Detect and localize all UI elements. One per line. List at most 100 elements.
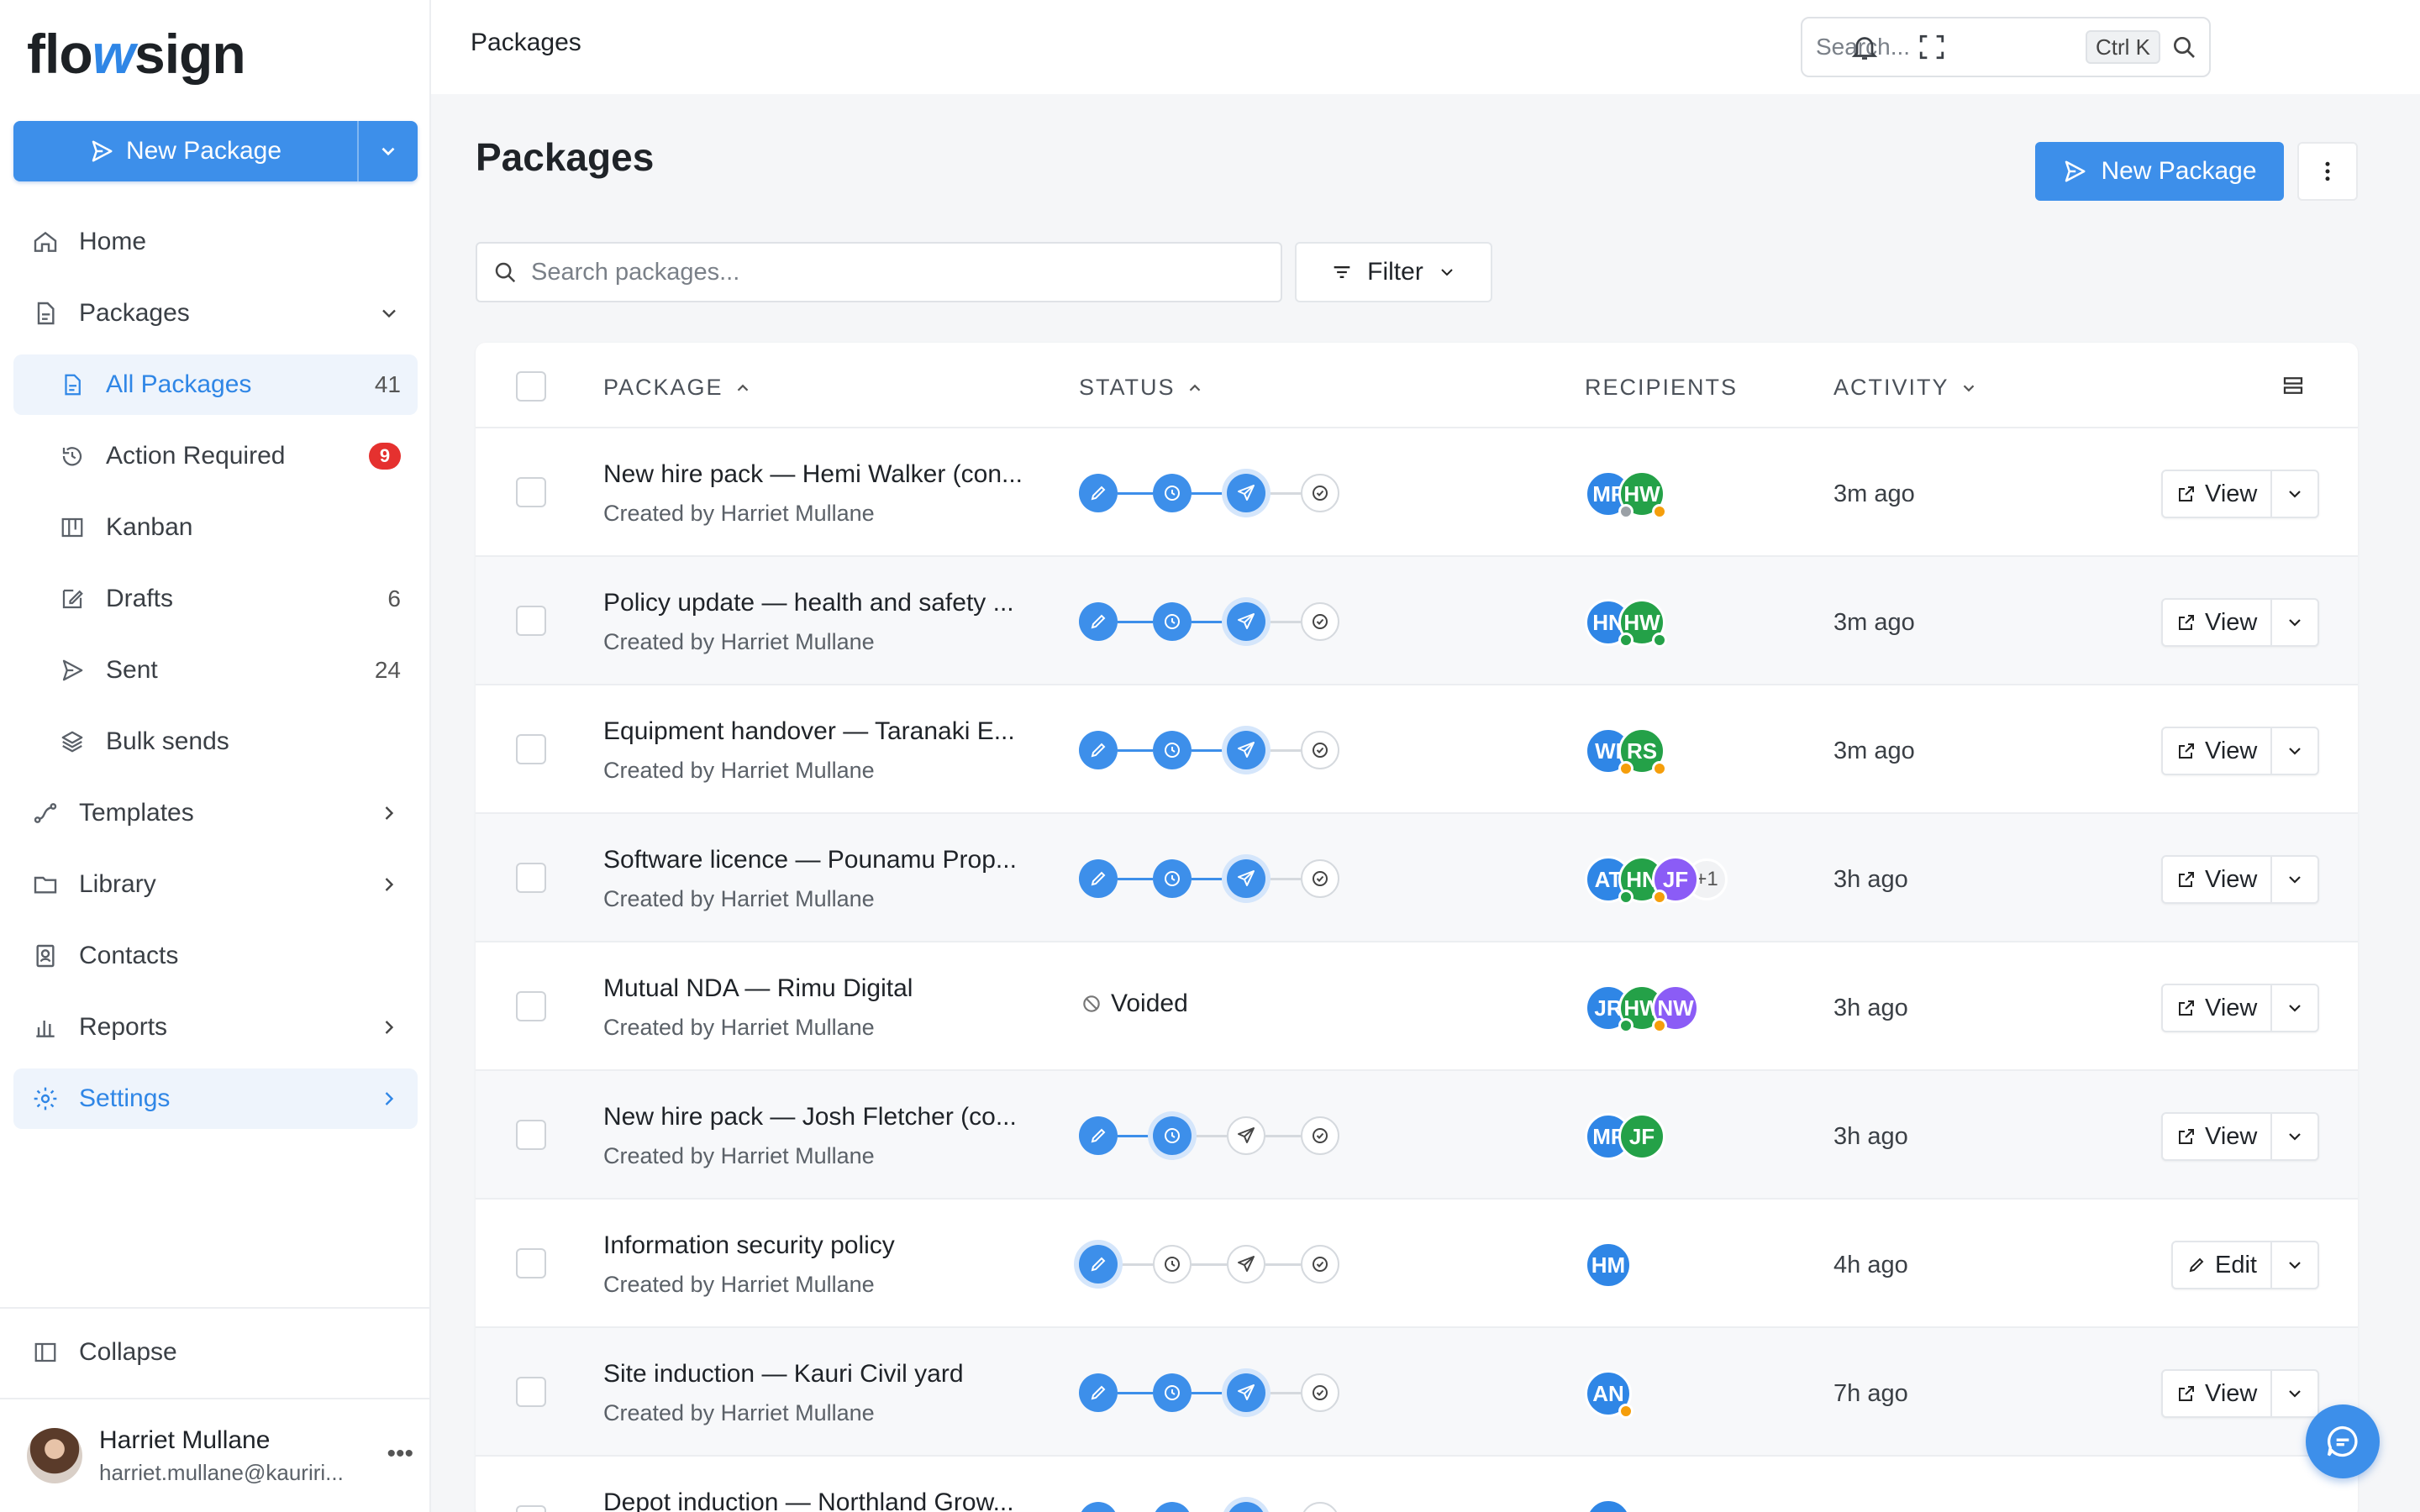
- chevron-right-icon: [377, 997, 401, 1058]
- table-row[interactable]: Policy update — health and safety ... Cre…: [476, 557, 2358, 685]
- fullscreen-icon[interactable]: [1913, 29, 1950, 66]
- sent-step-icon: [1227, 1245, 1265, 1284]
- row-checkbox[interactable]: [516, 734, 546, 764]
- sidebar-item-packages[interactable]: Packages: [13, 283, 418, 344]
- table-row[interactable]: Mutual NDA — Rimu Digital Created by Harr…: [476, 942, 2358, 1071]
- chevron-down-icon: [2289, 491, 2302, 498]
- external-link-icon: [2179, 1386, 2194, 1401]
- bar-chart-icon: [30, 1012, 60, 1042]
- sidebar-item-settings[interactable]: Settings: [13, 1068, 418, 1129]
- table-row[interactable]: New hire pack — Hemi Walker (con... Creat…: [476, 428, 2358, 557]
- package-created-by: Created by Harriet Mullane: [603, 1272, 875, 1297]
- chevron-down-icon: [2289, 1390, 2302, 1398]
- sidebar-item-bulk-sends[interactable]: Bulk sends: [13, 711, 418, 772]
- column-header-status[interactable]: STATUS: [1079, 375, 1204, 401]
- table-row[interactable]: Equipment handover — Taranaki E... Create…: [476, 685, 2358, 814]
- view-button[interactable]: View: [2163, 1114, 2270, 1159]
- package-title[interactable]: Information security policy: [603, 1231, 895, 1259]
- recipient-status-dot: [1652, 761, 1667, 776]
- package-title[interactable]: Policy update — health and safety ...: [603, 589, 1014, 617]
- more-options-button[interactable]: [2297, 142, 2358, 201]
- view-button[interactable]: View: [2163, 985, 2270, 1031]
- row-checkbox[interactable]: [516, 1248, 546, 1278]
- user-profile[interactable]: Harriet Mullane harriet.mullane@kauriri.…: [27, 1418, 413, 1494]
- filter-button[interactable]: Filter: [1295, 242, 1492, 302]
- package-title[interactable]: Depot induction — Northland Grow...: [603, 1488, 1014, 1512]
- row-action-split-button: Edit: [2171, 1241, 2319, 1289]
- row-checkbox[interactable]: [516, 1377, 546, 1407]
- row-actions-dropdown[interactable]: [2270, 600, 2317, 645]
- bell-icon[interactable]: [1846, 29, 1883, 66]
- table-row[interactable]: Information security policy Created by Ha…: [476, 1200, 2358, 1328]
- activity-time: 3h ago: [1833, 866, 1908, 893]
- row-checkbox[interactable]: [516, 863, 546, 893]
- table-row[interactable]: Depot induction — Northland Grow...: [476, 1457, 2358, 1512]
- brand-logo[interactable]: flo w sign: [27, 23, 246, 85]
- row-actions-dropdown[interactable]: [2270, 985, 2317, 1031]
- select-all-checkbox[interactable]: [516, 371, 546, 402]
- row-checkbox[interactable]: [516, 477, 546, 507]
- package-title[interactable]: Equipment handover — Taranaki E...: [603, 717, 1015, 745]
- row-checkbox[interactable]: [516, 1120, 546, 1150]
- recipient-status-dot: [1618, 633, 1634, 648]
- completed-step-icon: [1301, 1502, 1339, 1512]
- sidebar-item-reports[interactable]: Reports: [13, 997, 418, 1058]
- package-title[interactable]: New hire pack — Hemi Walker (con...: [603, 460, 1023, 488]
- view-button[interactable]: View: [2163, 471, 2270, 517]
- package-title[interactable]: Site induction — Kauri Civil yard: [603, 1360, 964, 1388]
- row-actions-dropdown[interactable]: [2270, 1114, 2317, 1159]
- more-horizontal-icon[interactable]: •••: [387, 1440, 413, 1467]
- recipient-avatar[interactable]: HM: [1585, 1242, 1632, 1289]
- view-button[interactable]: View: [2163, 857, 2270, 902]
- row-checkbox[interactable]: [516, 606, 546, 636]
- chevron-down-icon: [2289, 748, 2302, 755]
- table-row[interactable]: Site induction — Kauri Civil yard Created…: [476, 1328, 2358, 1457]
- global-search-input[interactable]: Search... Ctrl K: [1801, 17, 2211, 77]
- row-actions-dropdown[interactable]: [2270, 471, 2317, 517]
- completed-step-icon: [1301, 474, 1339, 512]
- filter-label: Filter: [1367, 258, 1423, 286]
- sidebar-item-action-required[interactable]: Action Required 9: [13, 426, 418, 486]
- collapse-sidebar-button[interactable]: Collapse: [13, 1322, 418, 1383]
- sidebar-item-drafts[interactable]: Drafts 6: [13, 569, 418, 629]
- recipient-status-dot: [1618, 761, 1634, 776]
- view-button[interactable]: View: [2163, 1371, 2270, 1416]
- package-title[interactable]: Software licence — Pounamu Prop...: [603, 846, 1017, 874]
- column-header-activity[interactable]: ACTIVITY: [1833, 375, 1978, 401]
- sidebar-item-contacts[interactable]: Contacts: [13, 926, 418, 986]
- sidebar-item-sent[interactable]: Sent 24: [13, 640, 418, 701]
- recipient-avatar[interactable]: [1585, 1499, 1632, 1512]
- sidebar-item-home[interactable]: Home: [13, 212, 418, 272]
- row-checkbox[interactable]: [516, 991, 546, 1021]
- column-header-package[interactable]: PACKAGE: [603, 375, 752, 401]
- status-voided: Voided: [1081, 990, 1188, 1018]
- sidebar-item-kanban[interactable]: Kanban: [13, 497, 418, 558]
- status-stepper: [1079, 1115, 1348, 1157]
- row-actions-dropdown[interactable]: [2270, 1371, 2317, 1416]
- sidebar-item-templates[interactable]: Templates: [13, 783, 418, 843]
- table-row[interactable]: New hire pack — Josh Fletcher (co... Crea…: [476, 1071, 2358, 1200]
- row-actions-dropdown[interactable]: [2270, 728, 2317, 774]
- table-row[interactable]: Software licence — Pounamu Prop... Create…: [476, 814, 2358, 942]
- view-button[interactable]: View: [2163, 600, 2270, 645]
- recipient-avatar[interactable]: JF: [1652, 856, 1699, 903]
- sidebar-item-all-packages[interactable]: All Packages 41: [13, 354, 418, 415]
- row-actions-dropdown[interactable]: [2270, 857, 2317, 902]
- recipient-avatar[interactable]: JF: [1618, 1113, 1665, 1160]
- edit-button[interactable]: Edit: [2173, 1242, 2270, 1288]
- sidebar-item-library[interactable]: Library: [13, 854, 418, 915]
- package-title[interactable]: Mutual NDA — Rimu Digital: [603, 974, 913, 1002]
- completed-step-icon: [1301, 1116, 1339, 1155]
- view-button[interactable]: View: [2163, 728, 2270, 774]
- sidebar-new-package-button[interactable]: New Package: [13, 121, 357, 181]
- package-title[interactable]: New hire pack — Josh Fletcher (co...: [603, 1103, 1017, 1131]
- column-settings-icon[interactable]: [2281, 373, 2306, 398]
- new-package-button[interactable]: New Package: [2035, 142, 2284, 201]
- row-actions-dropdown[interactable]: [2270, 1242, 2317, 1288]
- row-checkbox[interactable]: [516, 1505, 546, 1512]
- status-connector: [1192, 621, 1227, 623]
- sidebar-item-count: 6: [387, 585, 401, 612]
- package-search-input[interactable]: Search packages...: [476, 242, 1282, 302]
- sidebar-new-package-dropdown[interactable]: [357, 121, 418, 181]
- chat-support-button[interactable]: [2306, 1404, 2380, 1478]
